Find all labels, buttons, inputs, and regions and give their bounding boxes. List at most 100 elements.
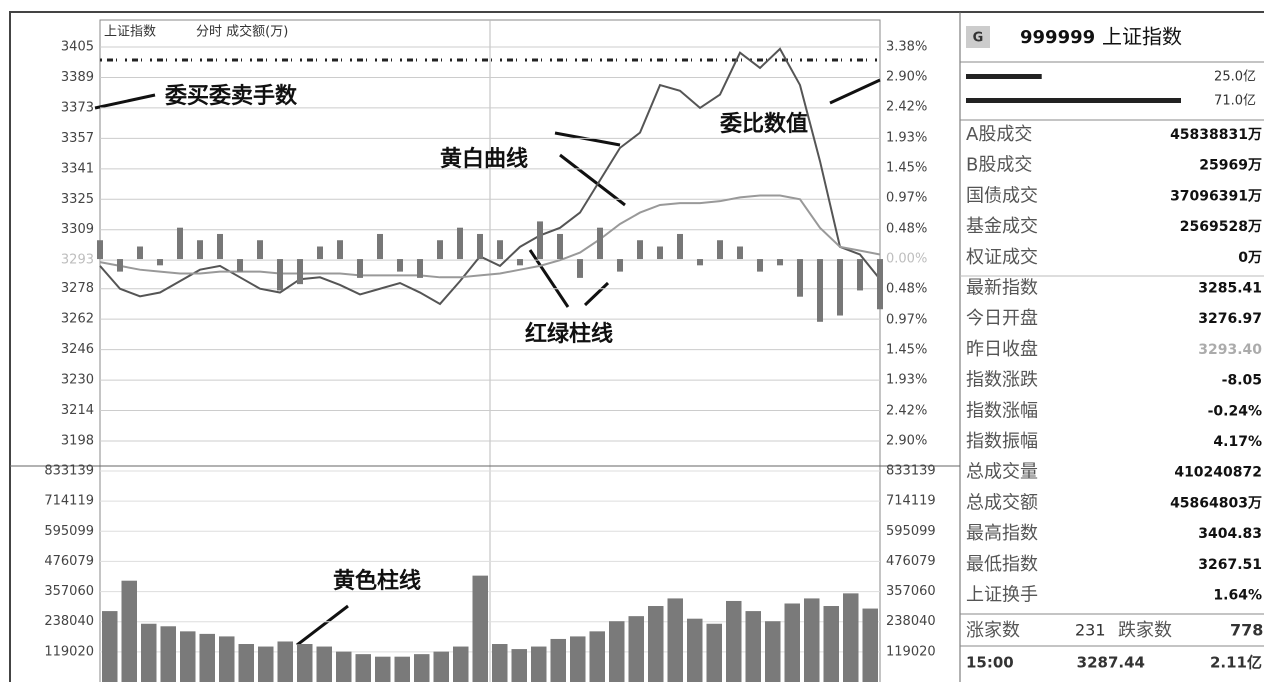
row-value: 3293.40 (1198, 342, 1262, 358)
y-tick-label: 3262 (61, 312, 94, 327)
volume-bar (141, 623, 157, 682)
row-value: 45864803万 (1170, 495, 1262, 511)
row-label: 最新指数 (966, 278, 1038, 299)
volume-bar (102, 611, 118, 682)
y-tick-label: 357060 (44, 584, 94, 599)
row-value: 3276.97 (1198, 311, 1262, 327)
ratio-bar (717, 240, 723, 260)
y2-tick-label: 2.90% (886, 434, 927, 449)
y2-tick-label: 1.93% (886, 130, 927, 145)
y-tick-label: 3341 (61, 161, 94, 176)
annotations (94, 78, 881, 647)
row-label: 最高指数 (966, 523, 1038, 544)
volume-bar (804, 598, 820, 682)
volume-bar (706, 623, 722, 682)
ratio-bar (217, 233, 223, 260)
volume-bar (199, 633, 215, 682)
arrow (94, 93, 156, 110)
ratio-bar (517, 259, 523, 266)
row-value: 0万 (1238, 250, 1262, 266)
ratio-bar (117, 259, 123, 272)
last-trade: 15:00 (966, 654, 1014, 672)
volume-bar (648, 606, 664, 682)
ratio-bar (737, 246, 743, 260)
y-tick-label: 3373 (61, 100, 94, 115)
row-label: 指数振幅 (966, 431, 1038, 452)
ratio-bar (197, 240, 203, 260)
row-value: -8.05 (1222, 373, 1262, 389)
row-label: 昨日收盘 (966, 339, 1038, 360)
volume-bar (745, 611, 761, 682)
y-tick-label: 3309 (61, 222, 94, 237)
ratio-bar (337, 240, 343, 260)
volume-bar (589, 631, 605, 682)
decline: 778 (1230, 621, 1263, 640)
row-value: 25969万 (1199, 158, 1262, 174)
ratio-bar (177, 227, 183, 260)
y-tick-label: 833139 (44, 464, 94, 479)
volume-bar (609, 621, 625, 682)
ratio-bar (597, 227, 603, 260)
ratio-bar (237, 259, 243, 272)
arrow (554, 131, 621, 147)
ratio-bar (777, 259, 783, 266)
row-value: 4.17% (1213, 434, 1262, 450)
row-label: 最低指数 (966, 554, 1038, 575)
ratio-bar (477, 233, 483, 260)
arrow (583, 281, 610, 307)
row-label: A股成交 (966, 124, 1032, 145)
annotation: 黄色柱线 (333, 568, 421, 594)
y2-tick-label: 1.45% (886, 343, 927, 358)
row-label: 指数涨幅 (966, 400, 1038, 421)
y2-tick-label: 0.97% (886, 191, 927, 206)
row-label: 总成交量 (966, 462, 1038, 483)
annotation: 委买委卖手数 (165, 83, 298, 109)
row-value: 3285.41 (1198, 281, 1262, 297)
y-tick-label: 3230 (61, 373, 94, 388)
y2-tick-label: 1.93% (886, 373, 927, 388)
price-line (99, 194, 881, 279)
row-label: B股成交 (966, 155, 1032, 176)
row-label: 总成交额 (966, 492, 1038, 513)
ratio-bar (757, 259, 763, 272)
arrow (528, 249, 570, 308)
volume-bar (823, 606, 839, 682)
volume-bar (862, 608, 878, 682)
volume-bar (316, 646, 332, 682)
last-trade: 3287.44 (1077, 654, 1145, 672)
y2-tick-label: 0.48% (886, 221, 927, 236)
row-value: 45838831万 (1170, 127, 1262, 143)
ratio-bar (577, 259, 583, 278)
row-value: 2569528万 (1180, 219, 1262, 235)
y-tick-label: 3246 (61, 342, 94, 357)
y-tick-label: 119020 (44, 644, 94, 659)
row-label: 今日开盘 (966, 308, 1038, 329)
y-tick-label: 3293 (61, 253, 94, 268)
arrow (829, 78, 881, 105)
y2-tick-label: 2.42% (886, 403, 927, 418)
ratio-bar (97, 240, 103, 260)
volume-bar (726, 600, 742, 682)
ratio-bar (257, 240, 263, 260)
volume-bar (121, 580, 137, 682)
y-tick-label: 476079 (44, 554, 94, 569)
row-label: 基金成交 (966, 216, 1038, 237)
volume-bar (550, 638, 566, 682)
annotation: 红绿柱线 (525, 321, 613, 347)
volume-bar (492, 644, 508, 682)
ratio-bar (637, 240, 643, 260)
amount-bar (966, 98, 1181, 103)
amount-label: 25.0亿 (1214, 70, 1256, 85)
name: 上证指数 (1102, 25, 1182, 49)
y2-tick-label: 3.38% (886, 40, 927, 55)
volume-bar (765, 621, 781, 682)
ratio-bar (157, 259, 163, 266)
ratio-bar (357, 259, 363, 278)
row-value: 3404.83 (1198, 526, 1262, 542)
advance: 231 (1075, 621, 1106, 640)
row-label: 权证成交 (966, 247, 1038, 268)
y2-tick-label: 2.90% (886, 70, 927, 85)
ratio-bar (437, 240, 443, 260)
volume-bar (238, 644, 254, 682)
